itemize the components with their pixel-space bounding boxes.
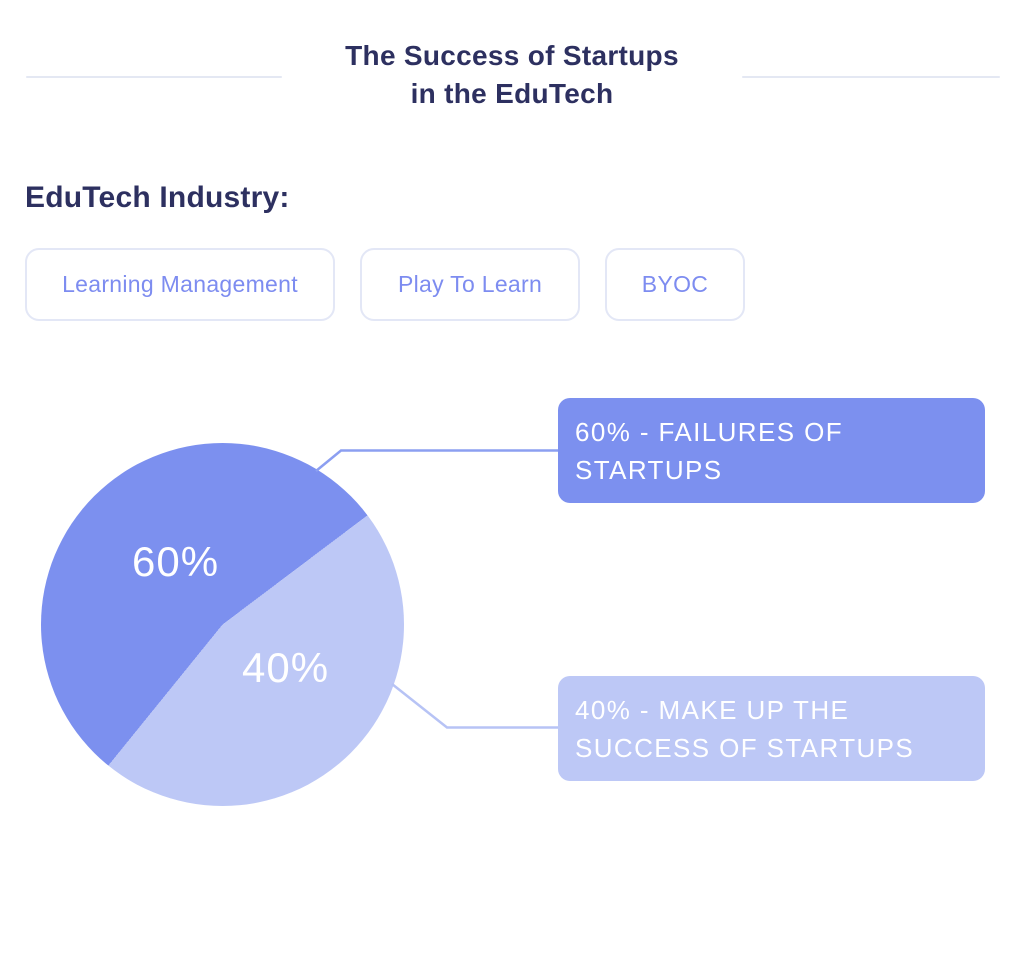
page-title-line-1: The Success of Startups	[345, 40, 679, 71]
tag-play-to-learn[interactable]: Play To Learn	[360, 248, 580, 321]
callout-40: 40% - MAKE UP THE SUCCESS OF STARTUPS	[558, 676, 985, 781]
tag-byoc[interactable]: BYOC	[605, 248, 745, 321]
page-title: The Success of Startups in the EduTech	[0, 37, 1024, 113]
pie-chart: 60% 40%	[41, 443, 404, 806]
title-divider-right	[742, 76, 1000, 78]
leader-line-60	[315, 449, 558, 472]
tag-play-to-learn-label: Play To Learn	[397, 271, 543, 297]
industry-heading: EduTech Industry:	[25, 181, 290, 214]
tag-byoc-label: BYOC	[641, 271, 709, 297]
pie-slice-40-label: 40%	[242, 644, 330, 691]
callout-40-text: 40% - MAKE UP THE SUCCESS OF STARTUPS	[575, 694, 915, 763]
industry-tags: Learning Management Play To Learn BYOC	[25, 248, 745, 321]
callout-60: 60% - FAILURES OF STARTUPS	[558, 398, 985, 503]
page-title-line-2: in the EduTech	[410, 78, 614, 109]
tag-learning-management-label: Learning Management	[62, 271, 298, 297]
callout-60-text: 60% - FAILURES OF STARTUPS	[575, 416, 843, 485]
title-divider-left	[26, 76, 282, 78]
tag-learning-management[interactable]: Learning Management	[25, 248, 335, 321]
leader-line-40	[391, 683, 558, 729]
pie-slice-60-label: 60%	[132, 538, 220, 585]
